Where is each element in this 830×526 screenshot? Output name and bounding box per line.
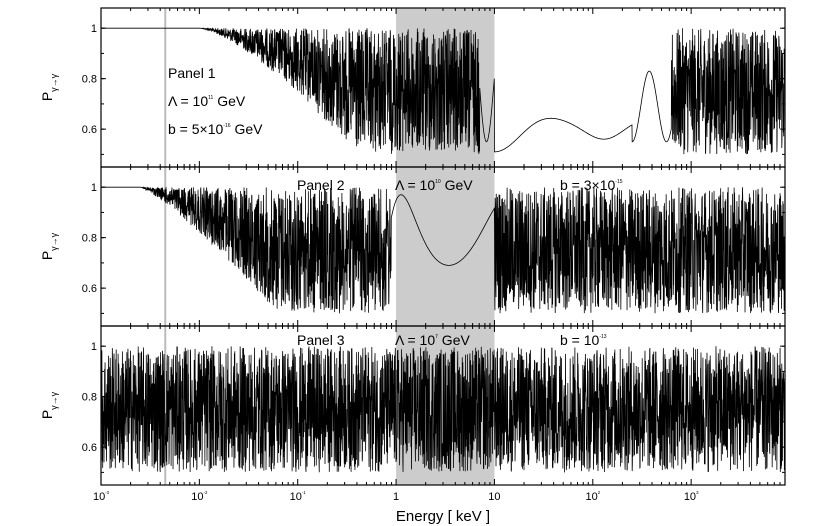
- y-label-text: Pγ→γ: [39, 391, 59, 419]
- y-axis-label: Pγ→γ: [39, 73, 59, 101]
- panel-3-name: Panel 3: [297, 332, 345, 348]
- panel-1-name: Panel 1: [168, 65, 216, 81]
- panel-3-curve: [100, 346, 786, 473]
- x-tick-label: 10: [488, 491, 500, 503]
- y-tick-label: 0.6: [82, 442, 97, 454]
- panel-3-lambda: Λ = 107 GeV: [395, 332, 470, 348]
- y-tick-label: 0.6: [82, 283, 97, 295]
- x-tick-label: 103: [684, 490, 699, 503]
- y-tick-label: 1: [91, 182, 97, 194]
- panel-1-b: b = 5×10-16 GeV: [168, 121, 263, 137]
- y-label-text: Pγ→γ: [39, 232, 59, 260]
- y-tick-label: 0.8: [82, 233, 97, 245]
- panel-2-lambda: Λ = 1010 GeV: [395, 177, 473, 193]
- panel-1-curve: [101, 27, 786, 155]
- y-tick-label: 0.8: [82, 74, 97, 86]
- panel-3-b: b = 10-13: [560, 332, 607, 348]
- y-axis-label: Pγ→γ: [39, 232, 59, 260]
- panel-1-lambda: Λ = 1011 GeV: [168, 93, 246, 109]
- panel-2-b: b = 3×10-15: [560, 177, 623, 193]
- y-axis-label: Pγ→γ: [39, 391, 59, 419]
- y-label-text: Pγ→γ: [39, 73, 59, 101]
- y-tick-label: 1: [91, 23, 97, 35]
- panel-2-curve: [101, 186, 786, 314]
- x-axis-label: Energy [ keV ]: [396, 508, 490, 525]
- panel-2-name: Panel 2: [297, 177, 345, 193]
- y-tick-label: 0.6: [82, 124, 97, 136]
- y-tick-label: 1: [91, 341, 97, 353]
- x-tick-label: 1: [393, 491, 399, 503]
- x-tick-label: 10-3: [93, 490, 110, 503]
- x-tick-label: 10-1: [290, 490, 307, 503]
- y-tick-label: 0.8: [82, 392, 97, 404]
- x-tick-label: 102: [585, 490, 600, 503]
- x-tick-label: 10-2: [191, 490, 208, 503]
